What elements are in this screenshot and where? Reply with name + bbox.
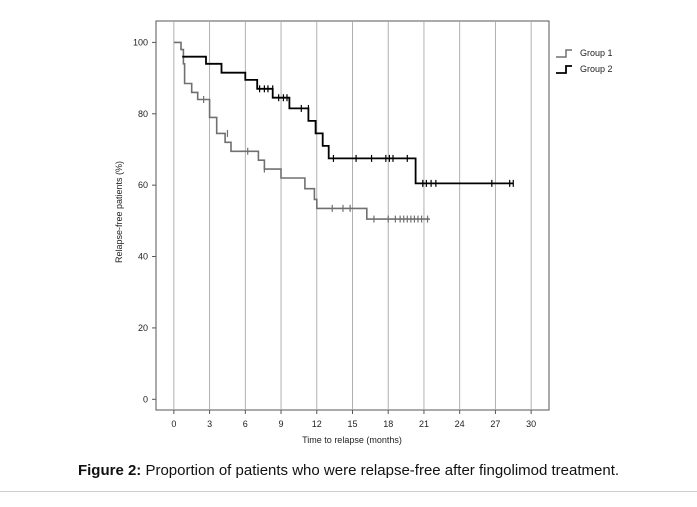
caption-text: Proportion of patients who were relapse-… bbox=[141, 462, 620, 479]
x-tick-label: 15 bbox=[347, 419, 357, 429]
x-tick-label: 9 bbox=[279, 419, 284, 429]
x-axis-label: Time to relapse (months) bbox=[302, 435, 402, 445]
x-axis: 0 3 6 9 12 15 18 21 24 27 30 bbox=[171, 410, 536, 429]
x-tick-label: 0 bbox=[171, 419, 176, 429]
series-line bbox=[173, 41, 430, 220]
x-tick-label: 6 bbox=[243, 419, 248, 429]
y-tick-label: 80 bbox=[138, 109, 148, 119]
x-tick-label: 27 bbox=[490, 419, 500, 429]
y-tick-label: 100 bbox=[133, 37, 148, 47]
x-tick-label: 21 bbox=[419, 419, 429, 429]
figure-caption: Figure 2: Proportion of patients who wer… bbox=[0, 462, 697, 479]
divider bbox=[0, 491, 697, 492]
x-gridlines bbox=[173, 21, 532, 410]
x-tick-label: 18 bbox=[383, 419, 393, 429]
legend: Group 1 Group 2 bbox=[556, 48, 613, 74]
y-axis: 0 20 40 60 80 100 bbox=[133, 37, 156, 404]
x-tick-label: 3 bbox=[207, 419, 212, 429]
x-tick-label: 12 bbox=[312, 419, 322, 429]
legend-swatch bbox=[556, 49, 572, 58]
x-tick-label: 24 bbox=[455, 419, 465, 429]
y-tick-label: 60 bbox=[138, 180, 148, 190]
series-line bbox=[182, 55, 514, 185]
legend-label: Group 1 bbox=[580, 48, 613, 58]
x-tick-label: 30 bbox=[526, 419, 536, 429]
survival-curves bbox=[173, 41, 514, 223]
legend-swatch bbox=[556, 65, 572, 74]
legend-label: Group 2 bbox=[580, 64, 613, 74]
series-2 bbox=[182, 55, 514, 187]
y-tick-label: 20 bbox=[138, 323, 148, 333]
caption-label: Figure 2: bbox=[77, 462, 142, 479]
y-axis-label: Relapse-free patients (%) bbox=[114, 161, 124, 263]
series-1 bbox=[173, 41, 430, 223]
y-tick-label: 40 bbox=[138, 252, 148, 262]
y-tick-label: 0 bbox=[143, 394, 148, 404]
kaplan-meier-chart: 0 20 40 60 80 100 0 3 6 9 12 15 18 21 24 27 30 Time to … bbox=[114, 20, 613, 445]
